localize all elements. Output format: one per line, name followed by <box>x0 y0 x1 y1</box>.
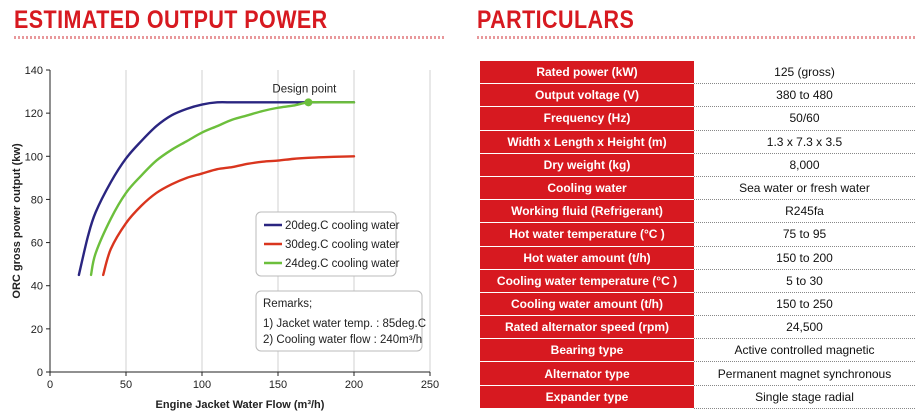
chart-legend: 20deg.C cooling water 30deg.C cooling wa… <box>255 211 400 277</box>
chart-axes <box>49 70 430 373</box>
axis-ticks: 0 50 100 150 200 250 0 20 40 60 80 100 120 140 <box>25 65 440 391</box>
remarks-frame <box>255 290 423 352</box>
x-tick-label: 0 <box>47 379 53 391</box>
particulars-row: Alternator type Permanent magnet synchron… <box>480 361 915 386</box>
legend-label: 20deg.C cooling water <box>285 220 400 232</box>
parameter-value: 5 to 30 <box>694 269 915 293</box>
parameter-label: Cooling water <box>480 176 694 201</box>
parameter-label: Expander type <box>480 385 694 409</box>
legend-label: 30deg.C cooling water <box>285 239 400 251</box>
x-tick-label: 150 <box>269 379 287 391</box>
particulars-row: Expander type Single stage radial <box>480 385 915 409</box>
chart-section-title: ESTIMATED OUTPUT POWER <box>14 6 328 34</box>
output-power-chart: 0 50 100 150 200 250 0 20 40 60 80 100 120 140 Engine… <box>11 65 440 411</box>
particulars-row: Output voltage (V) 380 to 480 <box>480 83 915 108</box>
particulars-row: Cooling water temperature (°C ) 5 to 30 <box>480 269 915 293</box>
x-tick-label: 250 <box>421 379 439 391</box>
particulars-table-body: Rated power (kW) 125 (gross) Output voltag… <box>480 61 915 409</box>
y-tick-label: 120 <box>25 108 43 120</box>
parameter-label: Working fluid (Refrigerant) <box>480 199 694 224</box>
y-tick-label: 100 <box>25 151 43 163</box>
particulars-row: Cooling water Sea water or fresh water <box>480 176 915 201</box>
particulars-row: Rated alternator speed (rpm) 24,500 <box>480 315 915 340</box>
parameter-label: Rated power (kW) <box>480 61 694 85</box>
parameter-value: R245fa <box>694 199 915 224</box>
parameter-value: 24,500 <box>694 315 915 340</box>
parameter-label: Rated alternator speed (rpm) <box>480 315 694 340</box>
parameter-value: 150 to 200 <box>694 246 915 270</box>
parameter-value: Active controlled magnetic <box>694 338 915 363</box>
parameter-value: 8,000 <box>694 153 915 177</box>
parameter-value: Sea water or fresh water <box>694 176 915 201</box>
parameter-label: Bearing type <box>480 338 694 363</box>
particulars-row: Hot water temperature (°C ) 75 to 95 <box>480 222 915 247</box>
particulars-row: Width x Length x Height (m) 1.3 x 7.3 x 3… <box>480 130 915 154</box>
remarks-box: Remarks; 1) Jacket water temp. : 85deg.C… <box>255 290 426 352</box>
design-point-marker <box>304 98 313 107</box>
legend-box <box>255 211 397 277</box>
remarks-line: 2) Cooling water flow : 240m³/h <box>263 334 422 346</box>
parameter-label: Output voltage (V) <box>480 83 694 108</box>
particulars-row: Hot water amount (t/h) 150 to 200 <box>480 246 915 270</box>
series-line <box>89 100 356 277</box>
particulars-row: Rated power (kW) 125 (gross) <box>480 61 915 85</box>
parameter-value: Permanent magnet synchronous <box>694 361 915 386</box>
parameter-label: Hot water temperature (°C ) <box>480 222 694 247</box>
remarks-heading: Remarks; <box>263 298 312 310</box>
parameter-label: Alternator type <box>480 361 694 386</box>
particulars-row: Cooling water amount (t/h) 150 to 250 <box>480 292 915 317</box>
parameter-value: 75 to 95 <box>694 222 915 247</box>
series-line <box>102 155 356 277</box>
x-tick-label: 50 <box>120 379 132 391</box>
y-tick-label: 60 <box>31 238 43 250</box>
parameter-value: 1.3 x 7.3 x 3.5 <box>694 130 915 154</box>
particulars-row: Frequency (Hz) 50/60 <box>480 106 915 131</box>
parameter-label: Cooling water amount (t/h) <box>480 292 694 317</box>
chart-title-divider <box>14 36 444 39</box>
design-point-label: Design point <box>272 83 337 95</box>
particulars-row: Bearing type Active controlled magnetic <box>480 338 915 363</box>
parameter-value: Single stage radial <box>694 385 915 409</box>
parameter-value: 150 to 250 <box>694 292 915 317</box>
particulars-title-divider <box>477 36 917 39</box>
y-tick-label: 40 <box>31 281 43 293</box>
parameter-value: 50/60 <box>694 106 915 131</box>
particulars-row: Dry weight (kg) 8,000 <box>480 153 915 177</box>
series-line <box>77 100 356 277</box>
particulars-section-title: PARTICULARS <box>477 6 635 34</box>
y-tick-label: 20 <box>31 324 43 336</box>
design-point-annotation: Design point <box>272 83 337 107</box>
parameter-label: Cooling water temperature (°C ) <box>480 269 694 293</box>
x-tick-label: 200 <box>345 379 363 391</box>
x-tick-label: 100 <box>193 379 211 391</box>
remarks-line: 1) Jacket water temp. : 85deg.C <box>263 318 426 330</box>
legend-label: 24deg.C cooling water <box>285 258 400 270</box>
parameter-label: Dry weight (kg) <box>480 153 694 177</box>
particulars-row: Working fluid (Refrigerant) R245fa <box>480 199 915 224</box>
parameter-value: 125 (gross) <box>694 61 915 85</box>
particulars-table: Rated power (kW) 125 (gross) Output voltag… <box>480 61 915 409</box>
y-tick-label: 0 <box>37 367 43 379</box>
parameter-value: 380 to 480 <box>694 83 915 108</box>
parameter-label: Width x Length x Height (m) <box>480 130 694 154</box>
x-axis-title: Engine Jacket Water Flow (m³/h) <box>156 399 325 411</box>
chart-series <box>77 100 356 277</box>
parameter-label: Hot water amount (t/h) <box>480 246 694 270</box>
y-axis-title: ORC gross power output (kw) <box>11 143 23 299</box>
y-tick-label: 80 <box>31 194 43 206</box>
parameter-label: Frequency (Hz) <box>480 106 694 131</box>
y-tick-label: 140 <box>25 65 43 77</box>
